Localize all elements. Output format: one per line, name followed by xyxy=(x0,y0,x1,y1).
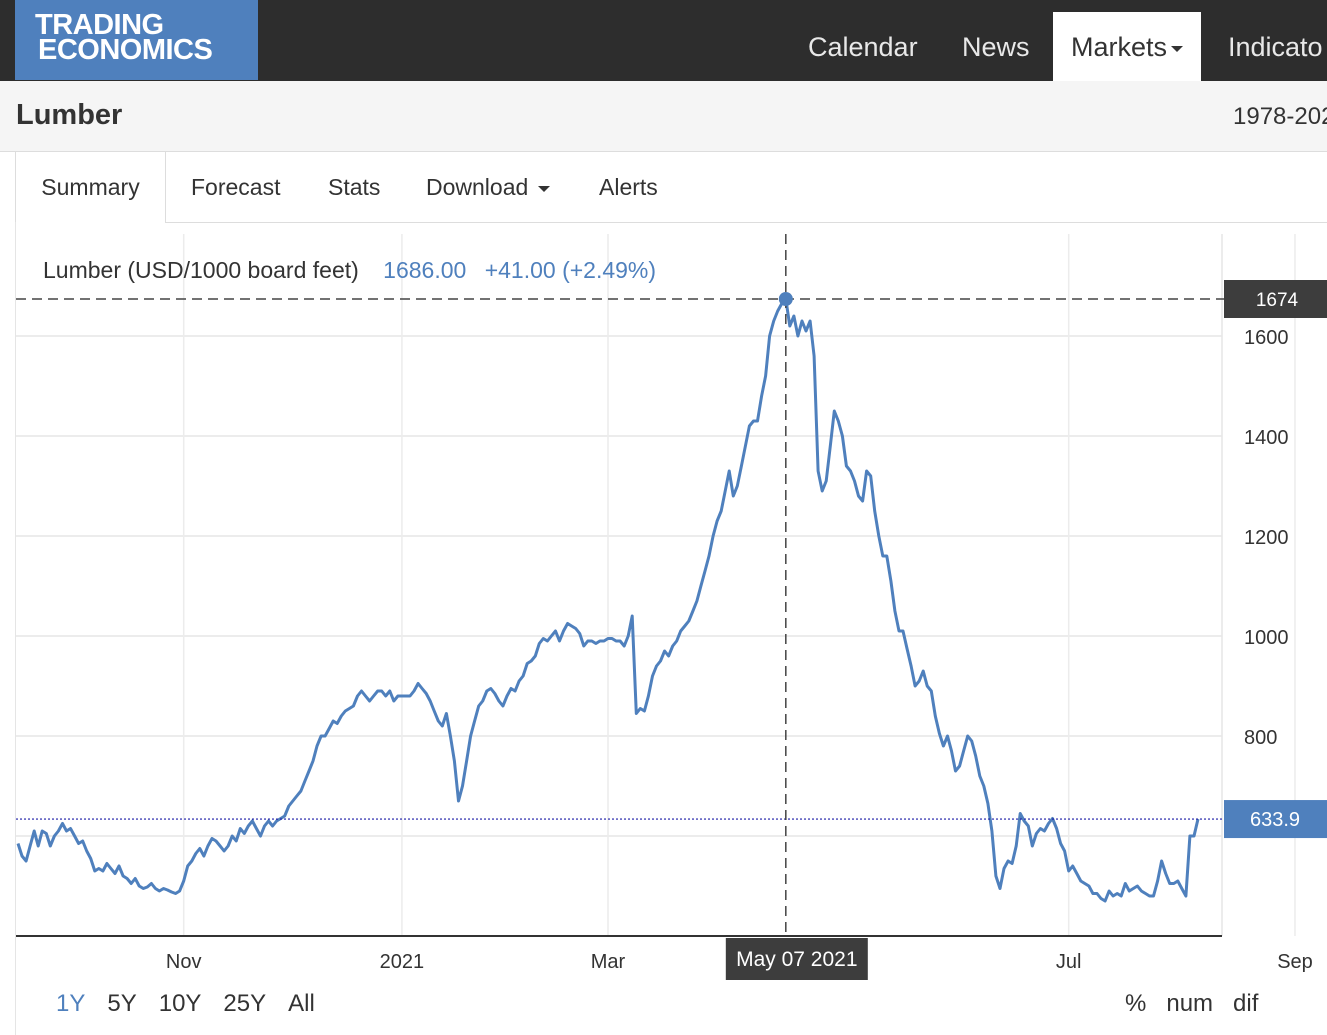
nav-news[interactable]: News xyxy=(962,32,1030,62)
price-chart[interactable]: 1600 1400 1200 1000 800 Nov 2021 Mar Jul Sep 167… xyxy=(0,230,1327,990)
y-tick-label: 1000 xyxy=(1244,627,1289,649)
display-mode-selector: % num dif xyxy=(1125,990,1278,1018)
tab-download[interactable]: Download xyxy=(426,152,551,222)
mode-num[interactable]: num xyxy=(1166,990,1214,1017)
nav-indicators[interactable]: Indicato xyxy=(1228,32,1323,62)
date-range: 1978-202 xyxy=(1233,103,1327,130)
left-border xyxy=(15,222,16,1035)
y-tick-label: 1400 xyxy=(1244,427,1289,449)
tab-download-label: Download xyxy=(426,174,529,200)
period-25y[interactable]: 25Y xyxy=(223,990,267,1017)
y-tick-label: 1200 xyxy=(1244,527,1289,549)
tab-bar: Summary Forecast Stats Download Alerts xyxy=(15,152,1327,223)
chevron-down-icon xyxy=(1171,45,1184,52)
price-series-line xyxy=(16,297,1200,903)
tab-summary[interactable]: Summary xyxy=(16,152,166,223)
crosshair-point xyxy=(778,292,793,306)
tab-forecast[interactable]: Forecast xyxy=(191,174,281,200)
tab-stats[interactable]: Stats xyxy=(328,174,381,200)
last-price-label: 633.9 xyxy=(1250,809,1300,831)
tab-alerts[interactable]: Alerts xyxy=(599,174,658,200)
top-navbar: TRADING ECONOMICS Calendar News Markets … xyxy=(0,0,1327,81)
crosshair-date-badge xyxy=(725,938,868,980)
mode-percent[interactable]: % xyxy=(1125,990,1147,1017)
x-tick-label: Nov xyxy=(166,951,202,973)
x-tick-label: Jul xyxy=(1056,951,1082,973)
y-axis-labels: 1600 1400 1200 1000 800 xyxy=(1244,327,1289,749)
nav-markets-label: Markets xyxy=(1071,32,1168,62)
logo-line1: TRADING xyxy=(35,9,164,41)
legend-change: +41.00 (+2.49%) xyxy=(484,257,657,283)
x-tick-label: Mar xyxy=(591,951,626,973)
nav-markets[interactable]: Markets xyxy=(1053,12,1202,81)
y-tick-label: 1600 xyxy=(1244,327,1289,349)
nav-calendar[interactable]: Calendar xyxy=(808,32,918,62)
period-all[interactable]: All xyxy=(288,990,315,1017)
period-1y[interactable]: 1Y xyxy=(56,990,86,1017)
x-tick-label: 2021 xyxy=(380,951,425,973)
page-title: Lumber xyxy=(16,99,123,131)
chevron-down-icon xyxy=(538,185,551,192)
legend-value: 1686.00 xyxy=(383,257,467,283)
period-10y[interactable]: 10Y xyxy=(158,990,202,1017)
last-price-badge xyxy=(1224,800,1327,839)
period-selector: 1Y 5Y 10Y 25Y All xyxy=(56,990,337,1018)
crosshair-value-badge xyxy=(1224,280,1327,318)
legend-series-name: Lumber (USD/1000 board feet) xyxy=(43,257,359,283)
chart-grid xyxy=(16,234,1296,936)
logo[interactable]: TRADING ECONOMICS xyxy=(15,0,258,80)
page-header: Lumber 1978-202 xyxy=(0,81,1327,152)
period-5y[interactable]: 5Y xyxy=(107,990,137,1017)
logo-line2: ECONOMICS xyxy=(38,34,213,66)
crosshair-date-label: May 07 2021 xyxy=(736,948,857,971)
x-tick-label: Sep xyxy=(1277,951,1313,973)
chart-legend: Lumber (USD/1000 board feet) 1686.00 +41… xyxy=(43,257,656,284)
mode-dif[interactable]: dif xyxy=(1233,990,1259,1017)
crosshair-value-label: 1674 xyxy=(1256,290,1299,311)
x-axis-labels: Nov 2021 Mar Jul Sep xyxy=(166,951,1313,973)
y-tick-label: 800 xyxy=(1244,727,1277,749)
